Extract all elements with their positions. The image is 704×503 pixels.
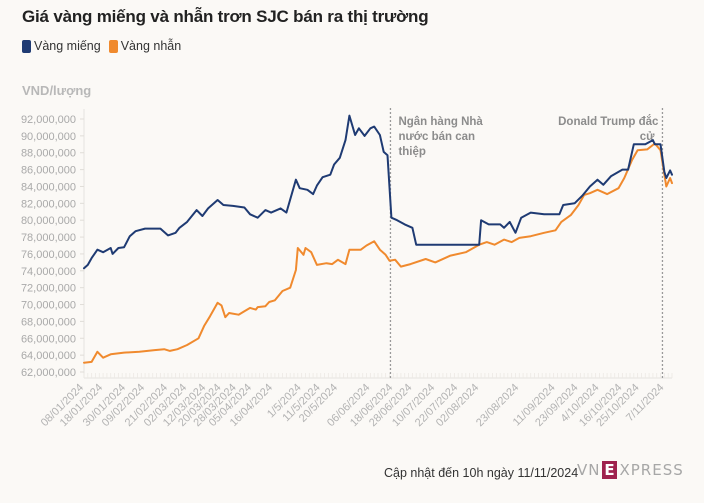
legend-swatch-vang-nhan <box>108 39 118 53</box>
y-tick-label: 78,000,000 <box>21 232 76 244</box>
legend-swatch-vang-mieng <box>22 39 31 53</box>
y-tick-label: 74,000,000 <box>21 266 76 278</box>
y-tick-label: 80,000,000 <box>21 215 76 227</box>
y-tick-label: 86,000,000 <box>21 165 76 177</box>
y-tick-label: 84,000,000 <box>21 181 76 193</box>
annotation-text: thiệp <box>398 146 425 158</box>
y-tick-label: 90,000,000 <box>21 131 76 143</box>
x-axis: 08/01/202418/01/202430/01/202409/02/2024… <box>39 373 673 429</box>
legend-item-vang-nhan[interactable]: Vàng nhẫn <box>108 39 182 53</box>
y-tick-label: 70,000,000 <box>21 300 76 312</box>
y-tick-label: 62,000,000 <box>21 367 76 379</box>
legend-item-vang-mieng[interactable]: Vàng miếng <box>22 39 101 53</box>
logo-e: E <box>602 461 618 479</box>
y-axis-unit-label: VND/lượng <box>22 83 92 98</box>
series-line-vang-nhan[interactable] <box>83 142 673 364</box>
legend: Vàng miếng Vàng nhẫn <box>22 39 189 53</box>
update-note: Cập nhật đến 10h ngày 11/11/2024 <box>384 466 579 480</box>
annotation-text: Donald Trump đắc <box>558 115 659 128</box>
annotation-text: nước bán can <box>398 131 475 143</box>
y-tick-label: 82,000,000 <box>21 198 76 210</box>
y-axis: 62,000,000 64,000,000 66,000,000 68,000,000… <box>21 109 85 379</box>
y-tick-label: 64,000,000 <box>21 350 76 362</box>
y-tick-label: 72,000,000 <box>21 283 76 295</box>
annotations: Ngân hàng Nhà nước bán can thiệp Donald Tru… <box>389 108 664 378</box>
series-lines <box>83 114 673 364</box>
chart-title: Giá vàng miếng và nhẫn trơn SJC bán ra t… <box>22 7 429 26</box>
vnexpress-logo[interactable]: VN E XPRESS <box>577 461 684 479</box>
y-tick-label: 68,000,000 <box>21 316 76 328</box>
y-tick-label: 66,000,000 <box>21 333 76 345</box>
legend-label: Vàng nhẫn <box>120 39 182 53</box>
legend-label: Vàng miếng <box>34 39 101 53</box>
y-tick-label: 92,000,000 <box>21 114 76 126</box>
annotation-text: Ngân hàng Nhà <box>398 116 483 128</box>
series-line-vang-mieng[interactable] <box>83 114 673 270</box>
logo-vn: VN <box>577 461 601 479</box>
logo-xpress: XPRESS <box>619 461 684 479</box>
y-tick-label: 76,000,000 <box>21 249 76 261</box>
y-tick-label: 88,000,000 <box>21 148 76 160</box>
